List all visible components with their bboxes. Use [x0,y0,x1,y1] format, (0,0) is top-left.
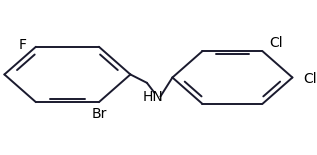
Text: Br: Br [91,106,107,121]
Text: F: F [18,38,26,52]
Text: Cl: Cl [304,72,317,86]
Text: HN: HN [143,90,163,104]
Text: Cl: Cl [269,36,283,50]
